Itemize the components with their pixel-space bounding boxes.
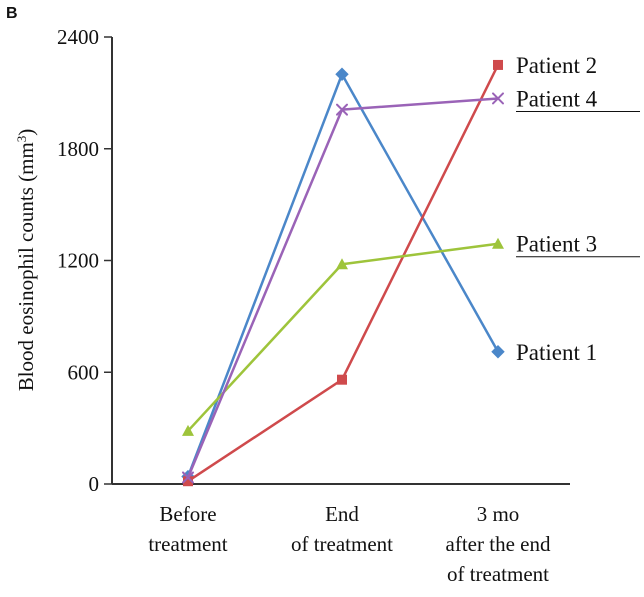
- x-marker: [336, 103, 348, 116]
- y-ticks: 0 600 1200 1800 2400: [57, 25, 112, 496]
- square-marker: [337, 374, 347, 385]
- square-marker: [183, 476, 193, 487]
- diamond-marker: [491, 345, 505, 359]
- x-tick-label: after the end: [446, 532, 551, 556]
- x-marker: [492, 92, 504, 105]
- series-patient-3: [182, 237, 504, 436]
- series-line: [186, 97, 500, 479]
- x-tick-labels: Before treatment End of treatment 3 mo after …: [148, 502, 551, 586]
- plot-area: [181, 59, 505, 487]
- y-tick-label: 2400: [57, 25, 99, 49]
- panel-label: B: [6, 5, 18, 22]
- x-tick-label: treatment: [148, 532, 227, 556]
- series-line: [186, 73, 500, 478]
- y-tick-label: 600: [68, 360, 100, 384]
- series-line: [186, 63, 500, 483]
- triangle-marker: [182, 424, 194, 436]
- y-tick-label: 1200: [57, 249, 99, 273]
- x-marker: [182, 471, 194, 484]
- triangle-marker: [492, 237, 504, 249]
- series-line: [186, 242, 500, 433]
- x-tick-label: of treatment: [447, 562, 549, 586]
- legend: Patient 1 Patient 2 Patient 3 Patient 4: [516, 53, 640, 365]
- series-label: Patient 1: [516, 340, 597, 365]
- x-tick-label: End: [325, 502, 359, 526]
- x-tick-label: of treatment: [291, 532, 393, 556]
- series-patient-1: [181, 67, 505, 484]
- x-tick-label: 3 mo: [477, 502, 520, 526]
- x-tick-label: Before: [159, 502, 216, 526]
- y-tick-label: 1800: [57, 137, 99, 161]
- y-axis-label-close: ): [14, 129, 38, 136]
- y-axis-label-base: Blood eosinophil counts (mm: [14, 142, 38, 391]
- square-marker: [493, 59, 503, 70]
- y-axis-label: Blood eosinophil counts (mm3): [14, 129, 39, 392]
- series-label: Patient 4: [516, 86, 598, 111]
- series-patient-2: [183, 59, 503, 487]
- y-axis-label-superscript: 3: [14, 136, 29, 143]
- y-tick-label: 0: [89, 472, 100, 496]
- series-label: Patient 3: [516, 232, 597, 257]
- series-label: Patient 2: [516, 53, 597, 78]
- series-patient-4: [182, 92, 504, 484]
- diamond-marker: [335, 67, 349, 81]
- triangle-marker: [336, 258, 348, 270]
